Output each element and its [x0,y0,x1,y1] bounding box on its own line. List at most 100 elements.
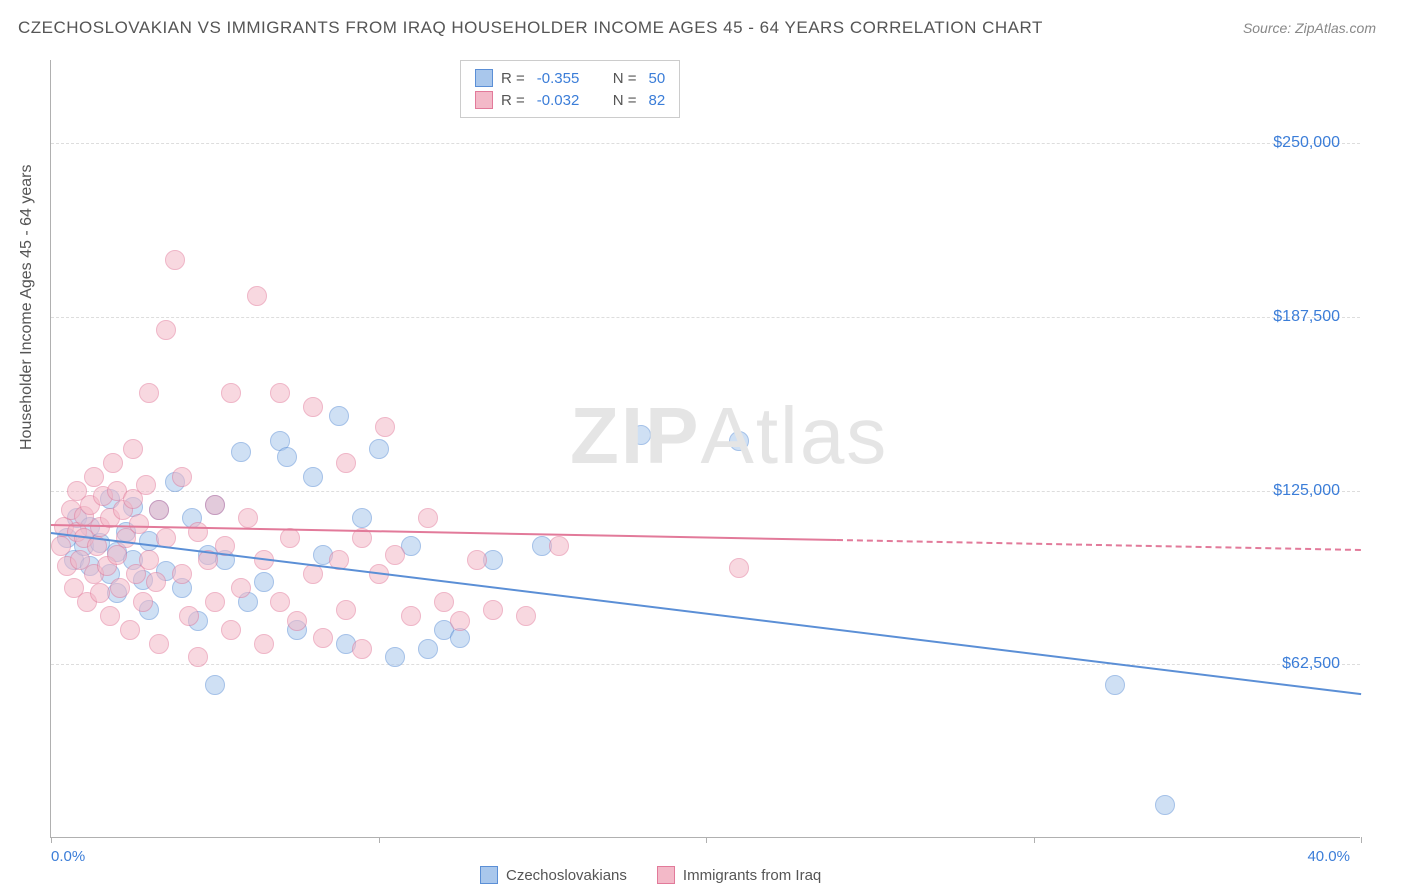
scatter-point [51,536,71,556]
scatter-point [149,634,169,654]
legend-r-prefix: R = [501,92,525,109]
legend-swatch [480,866,498,884]
scatter-point [313,628,333,648]
scatter-point [516,606,536,626]
scatter-point [149,500,169,520]
scatter-point [303,467,323,487]
scatter-point [123,439,143,459]
scatter-point [231,442,251,462]
legend-r-value: -0.355 [537,70,597,87]
gridline [51,491,1360,492]
scatter-point [221,620,241,640]
scatter-point [450,611,470,631]
scatter-point [103,453,123,473]
scatter-point [303,397,323,417]
scatter-point [179,606,199,626]
scatter-point [120,620,140,640]
scatter-point [84,467,104,487]
scatter-point [205,675,225,695]
y-tick-label: $250,000 [1273,134,1340,152]
scatter-point [139,550,159,570]
gridline [51,664,1360,665]
scatter-point [231,578,251,598]
scatter-point [133,592,153,612]
gridline [51,143,1360,144]
y-axis-label: Householder Income Ages 45 - 64 years [18,165,36,451]
scatter-point [270,383,290,403]
scatter-point [280,528,300,548]
gridline [51,317,1360,318]
legend-r-prefix: R = [501,70,525,87]
legend-row: R = -0.355 N = 50 [475,67,665,89]
chart-title: CZECHOSLOVAKIAN VS IMMIGRANTS FROM IRAQ … [18,18,1043,38]
plot-area: $62,500$125,000$187,500$250,0000.0%40.0% [50,60,1360,838]
scatter-point [172,564,192,584]
correlation-legend: R =-0.355N =50R =-0.032N =82 [460,60,680,118]
scatter-point [139,383,159,403]
x-tick [706,837,707,843]
series-legend: Czechoslovakians Immigrants from Iraq [480,866,821,884]
legend-r-value: -0.032 [537,92,597,109]
scatter-point [375,417,395,437]
scatter-point [336,600,356,620]
scatter-point [221,383,241,403]
x-tick [1034,837,1035,843]
scatter-point [156,320,176,340]
scatter-point [238,508,258,528]
scatter-point [287,611,307,631]
legend-n-value: 50 [649,70,666,87]
scatter-point [385,647,405,667]
series-legend-item: Czechoslovakians [480,866,627,884]
scatter-point [483,600,503,620]
legend-swatch [657,866,675,884]
scatter-point [172,467,192,487]
scatter-point [1105,675,1125,695]
legend-n-prefix: N = [613,70,637,87]
scatter-point [329,406,349,426]
scatter-point [270,592,290,612]
scatter-point [136,475,156,495]
scatter-point [352,639,372,659]
scatter-point [100,606,120,626]
scatter-point [418,639,438,659]
scatter-point [729,431,749,451]
scatter-point [434,592,454,612]
scatter-point [401,606,421,626]
legend-swatch [475,69,493,87]
scatter-point [90,583,110,603]
x-tick [51,837,52,843]
scatter-point [467,550,487,570]
scatter-point [205,592,225,612]
source-attribution: Source: ZipAtlas.com [1243,20,1376,36]
scatter-point [254,634,274,654]
scatter-point [247,286,267,306]
scatter-point [418,508,438,528]
scatter-point [205,495,225,515]
legend-row: R =-0.032N =82 [475,89,665,111]
scatter-point [631,425,651,445]
scatter-point [277,447,297,467]
trend-line [51,532,1361,695]
x-tick [1361,837,1362,843]
y-tick-label: $62,500 [1282,655,1340,673]
scatter-point [188,647,208,667]
scatter-point [385,545,405,565]
series-name: Czechoslovakians [506,867,627,884]
scatter-point [129,514,149,534]
scatter-point [549,536,569,556]
scatter-point [336,453,356,473]
series-legend-item: Immigrants from Iraq [657,866,821,884]
scatter-point [729,558,749,578]
x-tick-label: 0.0% [51,848,85,865]
scatter-point [369,439,389,459]
scatter-point [254,572,274,592]
x-tick-label: 40.0% [1307,848,1350,865]
legend-n-value: 82 [649,92,666,109]
scatter-point [352,508,372,528]
legend-swatch [475,91,493,109]
y-tick-label: $125,000 [1273,482,1340,500]
x-tick [379,837,380,843]
y-tick-label: $187,500 [1273,308,1340,326]
trend-line [837,539,1361,551]
scatter-point [188,522,208,542]
